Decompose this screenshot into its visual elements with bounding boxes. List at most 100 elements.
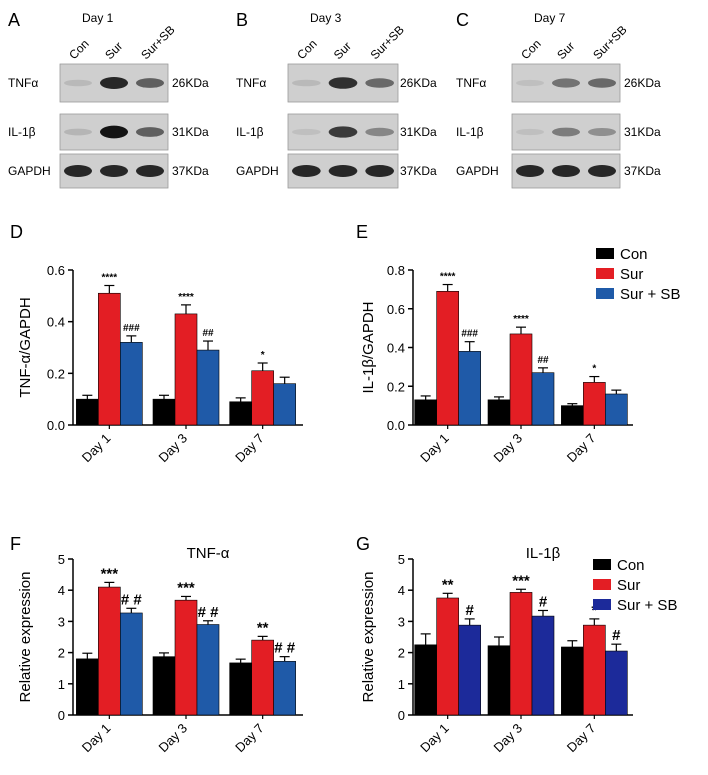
y-tick-label: 0.6 [47, 263, 65, 278]
blot-band [552, 127, 580, 137]
y-tick-label: 3 [58, 614, 65, 629]
significance-label: # # [121, 591, 143, 608]
significance-label: *** [512, 572, 530, 589]
blot-band [552, 165, 580, 177]
band-size-label: 31KDa [172, 125, 209, 139]
y-axis-label: Relative expression [360, 572, 377, 703]
bar [174, 599, 198, 716]
significance-label: * [261, 350, 265, 361]
panel-letter: D [10, 222, 23, 242]
legend-swatch [596, 268, 614, 279]
bar [120, 612, 143, 716]
significance-label: ## [537, 355, 549, 366]
y-tick-label: 5 [398, 552, 405, 567]
bar [174, 313, 198, 426]
panel-letter: F [10, 534, 21, 554]
bar [229, 401, 252, 426]
significance-label: # [612, 627, 621, 644]
blot-day-label: Day 7 [534, 11, 566, 25]
bar [487, 399, 511, 426]
blot-band [328, 165, 358, 177]
blot-band [588, 127, 616, 137]
lane-label: Con [294, 37, 319, 62]
blot-band [516, 165, 544, 177]
panel-letter: G [356, 534, 370, 554]
y-axis-label: TNF-α/GAPDH [17, 297, 34, 397]
x-tick-label: Day 3 [490, 721, 525, 756]
bar [98, 292, 121, 426]
y-tick-label: 2 [58, 646, 65, 661]
legend-label: Sur + SB [617, 597, 677, 614]
blot-band [100, 77, 128, 89]
blot-band [588, 78, 616, 88]
legend-label: Sur + SB [620, 286, 680, 303]
blot-band [365, 165, 394, 177]
legend-label: Con [617, 557, 645, 574]
lane-label: Con [518, 37, 543, 62]
y-tick-label: 1 [58, 677, 65, 692]
bar [152, 656, 176, 716]
blot-band [516, 79, 544, 87]
legend-swatch [593, 579, 611, 590]
blot-band [516, 128, 544, 136]
significance-label: # # [274, 640, 296, 657]
band-size-label: 37KDa [624, 164, 661, 178]
chart-title: IL-1β [526, 545, 561, 562]
y-tick-label: 4 [58, 583, 65, 598]
x-tick-label: Day 1 [417, 721, 452, 756]
blot-band [588, 165, 616, 177]
bar [531, 372, 555, 426]
lane-label: Sur+SB [368, 23, 407, 62]
band-size-label: 31KDa [400, 125, 437, 139]
blot-day-label: Day 1 [82, 11, 114, 25]
chart-title: TNF-α [187, 545, 230, 562]
significance-label: # # [198, 604, 220, 621]
bar [414, 644, 437, 716]
lane-label: Sur [331, 39, 354, 62]
band-size-label: 31KDa [624, 125, 661, 139]
protein-label: GAPDH [236, 164, 279, 178]
bar [487, 645, 511, 716]
y-tick-label: 0.4 [387, 341, 405, 356]
y-tick-label: 0 [58, 708, 65, 723]
bar [273, 383, 296, 426]
y-tick-label: 0.8 [387, 263, 405, 278]
bar [509, 592, 533, 716]
significance-label: **** [178, 292, 194, 303]
blot-band [292, 165, 321, 177]
protein-label: IL-1β [8, 125, 36, 139]
band-size-label: 26KDa [400, 76, 437, 90]
bar [458, 624, 481, 716]
significance-label: ** [442, 576, 454, 593]
lane-label: Sur+SB [590, 23, 629, 62]
blot-day-label: Day 3 [310, 11, 342, 25]
bar [120, 342, 143, 426]
bar [251, 370, 274, 426]
x-tick-label: Day 3 [155, 431, 190, 466]
protein-label: TNFα [8, 76, 38, 90]
blot-panel-c: C Day 7 Con Sur Sur+SB TNFα 26KDa IL-1β 31KDa GAP… [456, 10, 661, 189]
protein-label: GAPDH [456, 164, 499, 178]
protein-label: IL-1β [456, 125, 484, 139]
bar [561, 405, 584, 426]
bar [561, 646, 584, 716]
significance-label: ** [257, 619, 269, 636]
bar [583, 382, 606, 426]
y-tick-label: 4 [398, 583, 405, 598]
significance-label: **** [440, 272, 456, 283]
significance-label: ## [202, 328, 214, 339]
blot-panel-b: B Day 3 Con Sur Sur+SB TNFα 26KDa IL-1β 31KDa GAP… [236, 10, 437, 189]
band-size-label: 37KDa [172, 164, 209, 178]
protein-label: IL-1β [236, 125, 264, 139]
legend-label: Sur [617, 577, 640, 594]
panel-letter: E [356, 222, 368, 242]
lane-label: Sur [554, 39, 577, 62]
protein-label: TNFα [236, 76, 266, 90]
bar [605, 393, 628, 426]
y-tick-label: 2 [398, 646, 405, 661]
blot-band [136, 127, 164, 137]
y-axis-label: Relative expression [17, 572, 34, 703]
bar [436, 597, 459, 716]
